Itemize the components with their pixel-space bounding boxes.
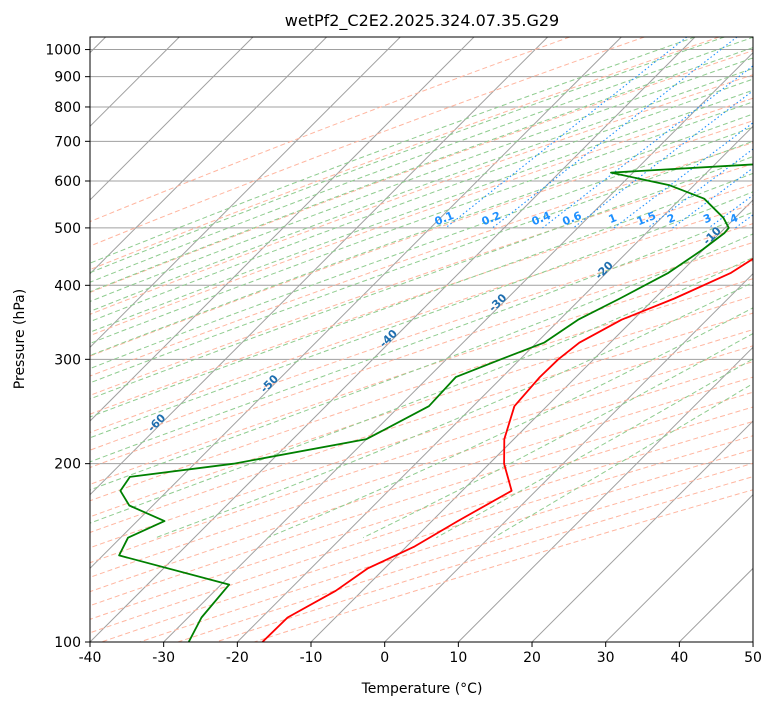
x-tick-label: 50 — [744, 650, 762, 666]
moist-adiabat-line — [90, 101, 753, 344]
x-tick-label: -30 — [152, 650, 175, 666]
isotherm-line — [163, 51, 753, 642]
dry-adiabat-line — [90, 120, 753, 357]
mixing-ratio-label: 2 — [665, 211, 677, 226]
dry-adiabat-line — [90, 223, 753, 451]
isotherm-line — [236, 125, 753, 642]
isotherm-line — [90, 37, 696, 642]
isotherm-line — [90, 37, 254, 201]
dry-adiabat-line — [177, 462, 753, 642]
isotherm-line — [531, 420, 753, 642]
x-tick-label: 40 — [670, 650, 688, 666]
mixing-ratio-line — [445, 37, 688, 229]
dry-adiabat-line — [139, 449, 753, 642]
y-tick-label: 800 — [54, 100, 81, 116]
x-tick-label: 10 — [449, 650, 467, 666]
isotherm-line — [457, 346, 753, 642]
y-tick-label: 1000 — [45, 43, 81, 59]
isotherm-line — [310, 199, 753, 642]
moist-adiabat-line — [90, 37, 725, 274]
mixing-ratio-label: 1 — [607, 211, 619, 226]
plot-frame — [89, 36, 754, 643]
dry-adiabat-line — [90, 142, 753, 377]
x-tick-label: 0 — [380, 650, 389, 666]
mixing-ratio-line — [672, 167, 753, 229]
moist-adiabat-line — [90, 47, 753, 293]
moist-adiabat-line — [90, 57, 753, 303]
x-tick-label: -20 — [226, 650, 249, 666]
axis-ticks: -40 -30 -20 -10 0 10 20 30 40 50 1000 900 800 700 600 5… — [45, 43, 762, 666]
moist-adiabat-line — [90, 191, 753, 439]
dry-adiabat-line — [90, 376, 753, 593]
y-tick-label: 600 — [54, 174, 81, 190]
x-tick-label: -10 — [300, 650, 323, 666]
moist-adiabat-line — [90, 37, 696, 264]
isotherm-line — [90, 37, 328, 275]
y-tick-label: 500 — [54, 221, 81, 237]
isotherm-line — [605, 493, 753, 642]
y-tick-label: 300 — [54, 352, 81, 368]
background-lines — [90, 37, 753, 642]
moist-adiabat-line — [267, 307, 753, 539]
dry-adiabat-line — [254, 489, 753, 642]
isotherm-line — [384, 272, 753, 642]
temperature-line — [261, 257, 753, 642]
moist-adiabat-line — [90, 156, 753, 400]
moist-adiabat-line — [90, 211, 753, 463]
y-tick-label: 100 — [54, 635, 81, 651]
y-axis-label: Pressure (hPa) — [12, 289, 28, 389]
y-tick-label: 400 — [54, 278, 81, 294]
dry-adiabat-line — [90, 241, 753, 469]
y-tick-label: 200 — [54, 457, 81, 473]
dry-adiabat-line — [90, 203, 753, 433]
dry-adiabat-line — [90, 361, 753, 578]
dry-adiabat-line — [90, 312, 753, 533]
dry-adiabat-line — [101, 435, 753, 642]
mixing-ratio-line — [542, 65, 753, 229]
mixing-ratio-line — [613, 122, 753, 229]
dry-adiabat-line — [90, 183, 753, 415]
dewpoint-line — [118, 163, 753, 642]
y-tick-label: 700 — [54, 134, 81, 150]
mixing-ratio-label: 3 — [701, 211, 713, 226]
x-tick-label: -40 — [79, 650, 102, 666]
x-tick-label: 20 — [523, 650, 541, 666]
moist-adiabat-line — [90, 140, 753, 384]
dry-adiabat-line — [90, 278, 753, 502]
profile-lines — [118, 163, 753, 642]
x-axis-label: Temperature (°C) — [361, 681, 483, 697]
isotherm-line — [90, 37, 622, 570]
chart-title: wetPf2_C2E2.2025.324.07.35.G29 — [285, 11, 559, 31]
dry-adiabat-line — [90, 329, 753, 549]
y-tick-label: 900 — [54, 70, 81, 86]
moist-adiabat-line — [90, 257, 753, 524]
moist-adiabat-line — [90, 37, 753, 283]
moist-adiabat-line — [90, 67, 753, 312]
dry-adiabat-line — [90, 345, 753, 564]
isotherm-line — [90, 37, 549, 496]
isotherm-line — [90, 37, 475, 422]
x-tick-label: 30 — [597, 650, 615, 666]
dry-adiabat-line — [215, 476, 753, 642]
